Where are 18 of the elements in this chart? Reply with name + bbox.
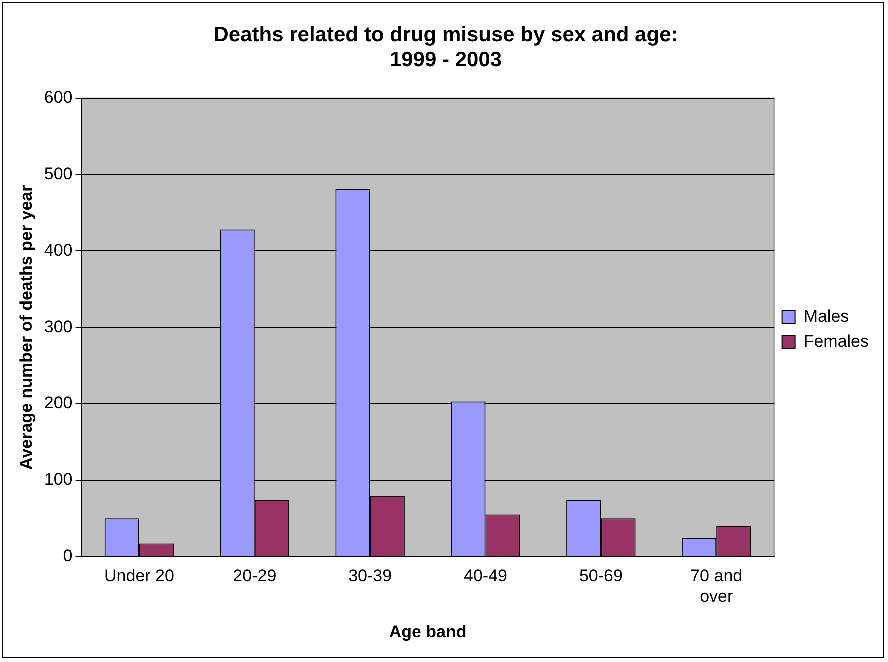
x-axis-title: Age band xyxy=(389,622,467,642)
x-tick-label: 40-49 xyxy=(464,566,508,586)
x-tick-label: 50-69 xyxy=(579,566,623,586)
legend-label: Males xyxy=(804,307,850,326)
chart-title: Deaths related to drug misuse by sex and age: 1999 - 2003 xyxy=(214,23,678,72)
y-tick-label: 600 xyxy=(44,88,73,108)
y-tick-label: 100 xyxy=(44,470,73,490)
y-tick-label: 0 xyxy=(63,546,73,566)
y-axis-title: Average number of deaths per year xyxy=(16,184,36,470)
legend-label: Females xyxy=(804,332,869,352)
x-tick-label: 30-39 xyxy=(348,566,392,586)
x-tick-label: 20-29 xyxy=(233,566,277,586)
x-tick-label: 70 and over xyxy=(690,566,743,606)
y-tick-label: 300 xyxy=(44,317,73,336)
y-tick-label: 200 xyxy=(44,394,73,413)
y-tick-label: 400 xyxy=(44,240,73,260)
x-tick-label: Under 20 xyxy=(104,566,174,586)
y-tick-label: 500 xyxy=(44,164,73,184)
